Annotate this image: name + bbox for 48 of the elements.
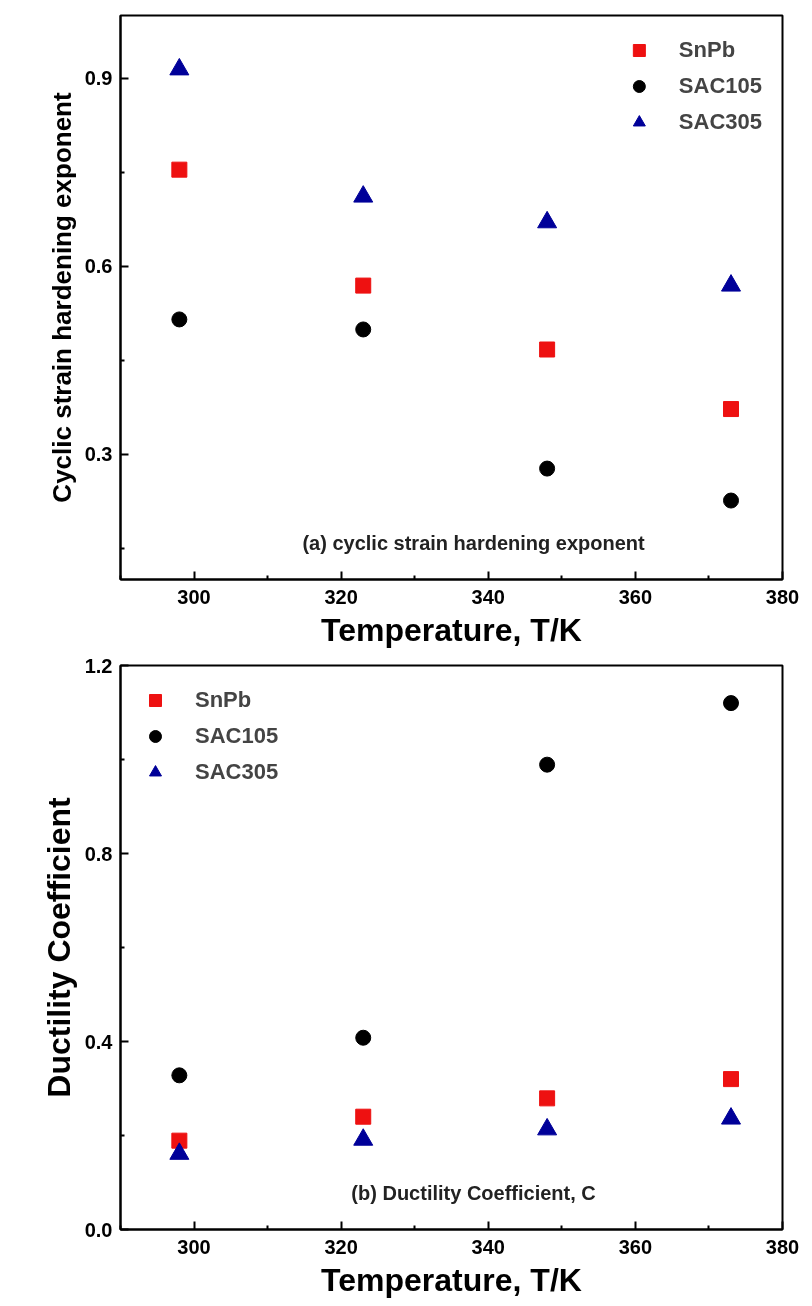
- point: [169, 57, 190, 76]
- point: [539, 1090, 556, 1107]
- x-tick-label: 360: [618, 1235, 653, 1258]
- x-axis-title: Temperature, T/K: [321, 1261, 582, 1298]
- x-tick-label: 380: [765, 1235, 800, 1258]
- point: [723, 1071, 740, 1088]
- point: [539, 341, 556, 358]
- point: [171, 1067, 188, 1084]
- y-tick-label: 0.0: [84, 1218, 113, 1241]
- point: [539, 756, 556, 773]
- point: [721, 274, 742, 292]
- x-tick-label: 380: [765, 585, 800, 608]
- point: [723, 695, 740, 712]
- legend-label: SnPb: [678, 37, 736, 63]
- point: [353, 185, 374, 203]
- annotation: (b) Ductility Coefficient, C: [351, 1182, 596, 1205]
- x-tick-label: 340: [471, 1235, 505, 1258]
- x-tick-label: 340: [471, 585, 505, 608]
- legend-label: SAC305: [678, 109, 762, 135]
- point: [171, 311, 188, 328]
- annotation: (a) cyclic strain hardening exponent: [302, 532, 646, 555]
- point: [355, 1108, 372, 1125]
- point: [355, 321, 372, 338]
- legend-label: SAC305: [195, 759, 279, 785]
- x-tick-label: 300: [177, 1235, 211, 1258]
- x-axis-title: Temperature, T/K: [321, 611, 582, 648]
- point: [537, 210, 558, 229]
- point: [723, 401, 740, 418]
- y-tick-label: 0.4: [84, 1030, 114, 1053]
- point: [355, 1029, 372, 1046]
- y-tick-label: 1.2: [84, 654, 113, 677]
- y-axis-title: Cyclic strain hardening exponent: [46, 92, 77, 503]
- y-tick-label: 0.9: [84, 67, 113, 90]
- legend-label: SAC105: [195, 723, 279, 749]
- x-tick-label: 300: [177, 585, 211, 608]
- x-tick-label: 320: [324, 585, 358, 608]
- x-tick-label: 360: [618, 585, 653, 608]
- legend-label: SnPb: [195, 687, 252, 713]
- y-tick-label: 0.6: [84, 255, 113, 278]
- point: [171, 161, 188, 178]
- point: [355, 277, 372, 294]
- y-tick-label: 0.3: [84, 443, 113, 466]
- point: [723, 492, 740, 509]
- y-tick-label: 0.8: [84, 842, 113, 865]
- point: [539, 460, 556, 477]
- legend-label: SAC105: [678, 73, 762, 99]
- y-axis-title: Ductility Coefficient: [40, 796, 77, 1098]
- x-tick-label: 320: [324, 1235, 358, 1258]
